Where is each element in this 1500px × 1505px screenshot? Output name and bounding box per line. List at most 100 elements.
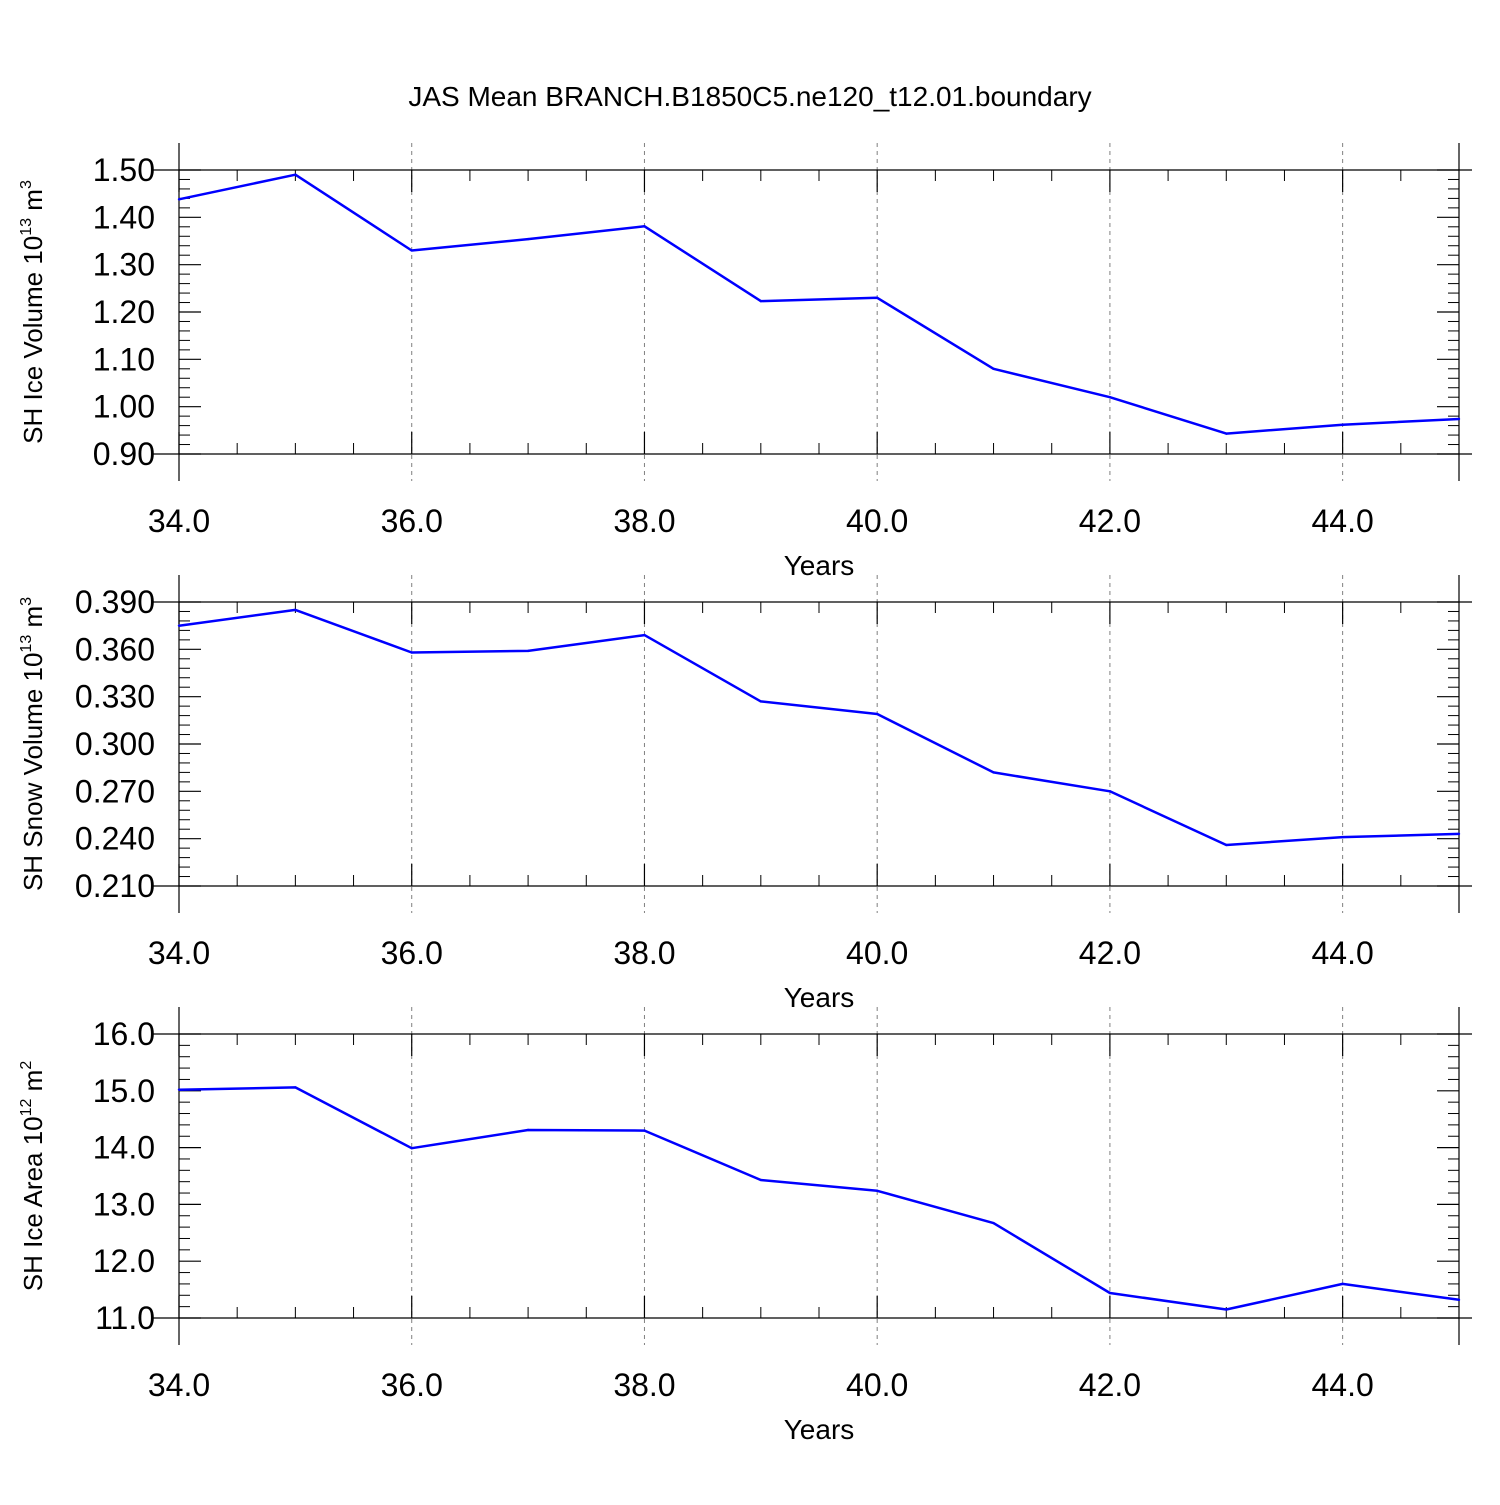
ice-area-y-tick-label: 12.0 (93, 1243, 155, 1279)
snow-volume-y-axis-label-unit-exponent: 3 (18, 597, 35, 606)
ice-volume-data-point (177, 198, 181, 201)
snow-volume-series-line (178, 608, 1460, 847)
ice-area-y-axis-label-unit-exponent: 2 (18, 1061, 35, 1070)
ice-volume-x-tick-label: 40.0 (846, 503, 908, 539)
snow-volume-x-tick-label: 36.0 (381, 935, 443, 971)
ice-volume-x-tick-label: 38.0 (613, 503, 675, 539)
ice-volume-x-axis-label: Years (784, 550, 855, 581)
ice-volume-y-tick-label: 0.90 (93, 436, 155, 472)
ice-volume-data-point (410, 249, 413, 252)
ice-volume-data-point (992, 367, 995, 370)
ice-volume-data-point (1457, 417, 1461, 421)
ice-volume-y-tick-label: 1.00 (93, 389, 155, 425)
snow-volume-y-axis-label-main: SH Snow Volume 10 (18, 653, 48, 891)
snow-volume-x-tick-label: 34.0 (148, 935, 210, 971)
ice-area-data-point (177, 1088, 181, 1091)
snow-volume-panel: 0.210 0.240 0.270 0.300 0.330 0.360 0.390 34.0 3… (18, 575, 1472, 1013)
snow-volume-y-tick-label: 0.390 (75, 584, 155, 620)
snow-volume-y-tick-label: 0.210 (75, 868, 155, 904)
ice-volume-panel: 0.90 1.00 1.10 1.20 1.30 1.40 1.50 34.0 36.0 38.0… (18, 143, 1472, 581)
ice-volume-data-point (1341, 423, 1344, 426)
snow-volume-data-point (1225, 843, 1228, 847)
ice-area-x-tick-label: 44.0 (1311, 1367, 1373, 1403)
ice-area-y-axis-label: SH Ice Area 1012 m2 (18, 1061, 48, 1292)
snow-volume-data-point (1108, 790, 1112, 793)
ice-volume-y-axis-label-unit-exponent: 3 (18, 180, 35, 189)
ice-volume-data-point (643, 225, 646, 228)
snow-volume-x-tick-label: 40.0 (846, 935, 908, 971)
snow-volume-x-axis-label: Years (784, 982, 855, 1013)
snow-volume-data-point (875, 712, 879, 716)
ice-volume-y-axis-label-main: SH Ice Volume 10 (18, 236, 48, 444)
snow-volume-x-tick-label: 38.0 (613, 935, 675, 971)
ice-area-series-line (178, 1086, 1460, 1311)
ice-area-y-tick-label: 15.0 (93, 1073, 155, 1109)
snow-volume-y-tick-label: 0.270 (75, 773, 155, 809)
ice-area-data-point (1457, 1298, 1461, 1302)
ice-volume-data-point (526, 237, 530, 241)
snow-volume-data-point (992, 771, 995, 774)
ice-volume-data-point (1225, 432, 1228, 435)
ice-area-data-point (875, 1189, 879, 1192)
snow-volume-data-point (643, 633, 646, 637)
snow-volume-y-tick-label: 0.360 (75, 631, 155, 667)
snow-volume-y-axis-label: SH Snow Volume 1013 m3 (18, 597, 48, 891)
ice-volume-y-tick-label: 1.50 (93, 152, 155, 188)
snow-volume-data-point (294, 608, 297, 612)
ice-area-y-tick-label: 16.0 (93, 1016, 155, 1052)
ice-volume-y-tick-label: 1.10 (93, 341, 155, 377)
ice-area-x-axis-label: Years (784, 1414, 855, 1445)
ice-volume-data-point (1108, 396, 1112, 399)
ice-area-x-tick-label: 38.0 (613, 1367, 675, 1403)
ice-volume-y-axis-label-unit: m (18, 189, 48, 218)
ice-volume-y-tick-label: 1.20 (93, 294, 155, 330)
ice-area-x-tick-label: 40.0 (846, 1367, 908, 1403)
ice-area-y-tick-label: 11.0 (95, 1300, 155, 1336)
ice-area-x-tick-label: 34.0 (148, 1367, 210, 1403)
snow-volume-y-axis-label-exponent: 13 (18, 635, 35, 653)
snow-volume-y-tick-label: 0.240 (75, 821, 155, 857)
snow-volume-y-axis-label-unit: m (18, 606, 48, 635)
ice-volume-x-tick-label: 36.0 (381, 503, 443, 539)
ice-volume-x-tick-label: 42.0 (1079, 503, 1141, 539)
ice-volume-y-axis-label: SH Ice Volume 1013 m3 (18, 180, 48, 444)
ice-area-data-point (643, 1129, 646, 1132)
snow-volume-data-point (1341, 835, 1344, 839)
ice-volume-x-tick-label: 34.0 (148, 503, 210, 539)
snow-volume-y-tick-label: 0.300 (75, 726, 155, 762)
snow-volume-y-tick-label: 0.330 (75, 679, 155, 715)
ice-area-data-point (1225, 1308, 1228, 1311)
ice-volume-y-axis-label-exponent: 13 (18, 218, 35, 236)
ice-area-data-point (1341, 1282, 1344, 1286)
ice-area-y-tick-label: 14.0 (93, 1130, 155, 1166)
ice-area-data-point (992, 1221, 995, 1225)
ice-area-x-tick-label: 36.0 (381, 1367, 443, 1403)
ice-volume-y-tick-label: 1.30 (93, 247, 155, 283)
ice-volume-y-tick-label: 1.40 (93, 199, 155, 235)
snow-volume-data-point (177, 624, 181, 627)
snow-volume-data-point (410, 651, 413, 654)
ice-area-data-point (759, 1178, 763, 1182)
ice-area-x-tick-label: 42.0 (1079, 1367, 1141, 1403)
ice-area-data-point (1108, 1291, 1112, 1295)
ice-volume-data-point (759, 299, 763, 303)
ice-volume-data-point (875, 296, 879, 299)
snow-volume-data-point (759, 700, 763, 703)
ice-area-y-axis-label-exponent: 12 (18, 1098, 35, 1116)
ice-volume-data-point (294, 173, 297, 176)
ice-volume-x-tick-label: 44.0 (1311, 503, 1373, 539)
ice-area-y-axis-label-main: SH Ice Area 10 (18, 1116, 48, 1291)
snow-volume-data-point (1457, 832, 1461, 836)
ice-area-data-point (410, 1146, 413, 1150)
ice-volume-series-line (178, 173, 1460, 435)
chart-panels: 0.90 1.00 1.10 1.20 1.30 1.40 1.50 34.0 36.0 38.0… (18, 143, 1472, 1445)
snow-volume-data-point (526, 649, 530, 653)
ice-area-y-axis-label-unit: m (18, 1070, 48, 1099)
snow-volume-x-tick-label: 42.0 (1079, 935, 1141, 971)
ice-area-data-point (294, 1086, 297, 1089)
chart-title: JAS Mean BRANCH.B1850C5.ne120_t12.01.bou… (408, 81, 1091, 112)
ice-area-data-point (526, 1128, 530, 1132)
ice-area-panel: 11.0 12.0 13.0 14.0 15.0 16.0 34.0 36.0 38.0 40.0… (18, 1007, 1472, 1445)
